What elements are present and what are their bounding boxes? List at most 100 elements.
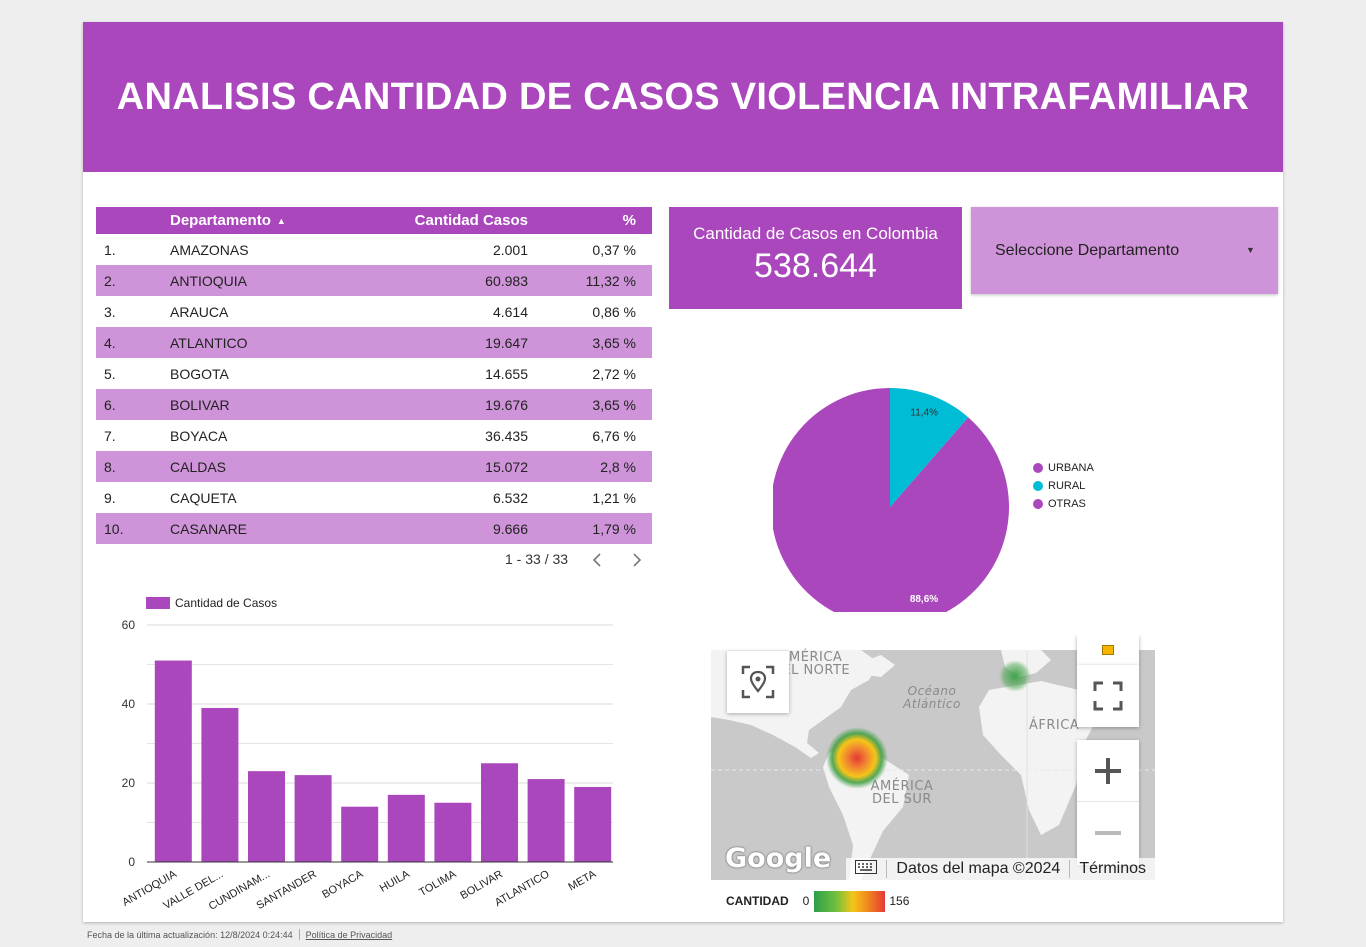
pie-legend: URBANA RURAL OTRAS — [1033, 459, 1094, 513]
row-percent: 0,37 % — [592, 241, 636, 258]
row-index: 2. — [104, 272, 116, 289]
pie-legend-item[interactable]: OTRAS — [1033, 495, 1094, 513]
bar-legend-label: Cantidad de Casos — [175, 596, 277, 610]
bar[interactable] — [387, 794, 425, 862]
minus-icon — [1095, 831, 1121, 835]
row-departamento: ATLANTICO — [170, 334, 248, 351]
pie-legend-item[interactable]: URBANA — [1033, 459, 1094, 477]
bar[interactable] — [527, 779, 565, 862]
row-index: 5. — [104, 365, 116, 382]
pagination-range: 1 - 33 / 33 — [505, 551, 569, 567]
heatmap-legend-max: 156 — [889, 894, 910, 908]
table-pagination: 1 - 33 / 33 — [96, 550, 652, 570]
y-tick-label: 60 — [122, 618, 136, 632]
row-cantidad: 15.072 — [485, 458, 528, 475]
report-canvas: ANALISIS CANTIDAD DE CASOS VIOLENCIA INT… — [83, 22, 1283, 922]
table-row[interactable]: 1. AMAZONAS 2.001 0,37 % — [96, 234, 652, 265]
keyboard-shortcuts-icon[interactable] — [846, 859, 886, 879]
zoom-controls — [1077, 740, 1139, 865]
x-tick-label: HUILA — [378, 868, 413, 895]
last-updated-text: Fecha de la última actualización: 12/8/2… — [87, 929, 293, 940]
map-attribution: Datos del mapa ©2024 — [886, 860, 1069, 878]
row-departamento: ANTIOQUIA — [170, 272, 248, 289]
scorecard-label: Cantidad de Casos en Colombia — [693, 224, 938, 243]
bar[interactable] — [434, 802, 472, 862]
row-cantidad: 14.655 — [485, 365, 528, 382]
table-row[interactable]: 8. CALDAS 15.072 2,8 % — [96, 451, 652, 482]
privacy-policy-link[interactable]: Política de Privacidad — [305, 929, 393, 940]
bar[interactable] — [154, 660, 192, 862]
bar[interactable] — [294, 775, 332, 862]
bar[interactable] — [574, 786, 612, 862]
column-label: Departamento — [170, 212, 271, 229]
caret-down-icon: ▼ — [1246, 245, 1255, 255]
zoom-in-button[interactable] — [1077, 740, 1139, 802]
location-icon — [741, 665, 775, 699]
table-row[interactable]: 2. ANTIOQUIA 60.983 11,32 % — [96, 265, 652, 296]
pegman-icon — [1102, 645, 1114, 655]
pie-slice-urbana[interactable] — [773, 388, 1009, 612]
bar[interactable] — [481, 763, 518, 862]
row-index: 3. — [104, 303, 116, 320]
row-cantidad: 19.676 — [485, 396, 528, 413]
map-footer: Datos del mapa ©2024 Términos — [846, 858, 1155, 880]
row-cantidad: 6.532 — [492, 489, 528, 506]
row-departamento: AMAZONAS — [170, 241, 249, 258]
heatmap-gradient — [814, 890, 886, 912]
x-tick-label: META — [566, 868, 598, 894]
fullscreen-button[interactable] — [1077, 665, 1139, 727]
table-row[interactable]: 9. CAQUETA 6.532 1,21 % — [96, 482, 652, 513]
previous-page-icon[interactable] — [588, 550, 608, 570]
column-header-percent[interactable]: % — [622, 212, 636, 229]
row-index: 6. — [104, 396, 116, 413]
pie-legend-item[interactable]: RURAL — [1033, 477, 1094, 495]
row-percent: 3,65 % — [592, 396, 636, 413]
next-page-icon[interactable] — [626, 550, 646, 570]
bar[interactable] — [341, 806, 379, 862]
table-row[interactable]: 5. BOGOTA 14.655 2,72 % — [96, 358, 652, 389]
row-percent: 3,65 % — [592, 334, 636, 351]
row-departamento: BOLIVAR — [170, 396, 230, 413]
pie-data-label: 11,4% — [910, 408, 938, 419]
table-row[interactable]: 4. ATLANTICO 19.647 3,65 % — [96, 327, 652, 358]
pegman-button[interactable] — [1077, 635, 1139, 665]
row-departamento: CAQUETA — [170, 489, 237, 506]
heatmap-legend-title: CANTIDAD — [726, 894, 789, 908]
heatmap-legend: CANTIDAD 0 156 — [726, 890, 909, 912]
row-cantidad: 19.647 — [485, 334, 528, 351]
pie-chart: 88,6% 11,4% — [773, 388, 1009, 612]
dropdown-label: Seleccione Departamento — [995, 242, 1180, 259]
heat-map[interactable]: AMÉRICA DEL NORTE Océano Atlántico ÁFRIC… — [711, 635, 1155, 880]
bar[interactable] — [248, 771, 285, 862]
department-dropdown[interactable]: Seleccione Departamento ▼ — [971, 207, 1278, 294]
y-tick-label: 20 — [122, 776, 136, 790]
column-header-cantidad[interactable]: Cantidad Casos — [414, 212, 528, 229]
row-cantidad: 36.435 — [485, 427, 528, 444]
sort-ascending-icon: ▲ — [276, 215, 286, 226]
row-percent: 2,8 % — [600, 458, 636, 475]
bar[interactable] — [201, 707, 239, 862]
google-logo: Google — [725, 843, 832, 874]
map-terms-link[interactable]: Términos — [1069, 860, 1155, 878]
y-tick-label: 40 — [122, 697, 136, 711]
zoom-out-button[interactable] — [1077, 802, 1139, 864]
department-table: Departamento ▲ Cantidad Casos % 1. AMAZON… — [96, 207, 652, 544]
row-departamento: ARAUCA — [170, 303, 229, 320]
column-header-departamento[interactable]: Departamento ▲ — [170, 212, 370, 229]
table-body: 1. AMAZONAS 2.001 0,37 % 2. ANTIOQUIA 60.983 11… — [96, 234, 652, 544]
table-row[interactable]: 3. ARAUCA 4.614 0,86 % — [96, 296, 652, 327]
row-percent: 0,86 % — [592, 303, 636, 320]
plus-icon — [1095, 757, 1121, 784]
pie-slice-rural[interactable] — [890, 388, 969, 507]
row-cantidad: 2.001 — [492, 241, 528, 258]
locate-button[interactable] — [727, 651, 789, 713]
page-footer: Fecha de la última actualización: 12/8/2… — [87, 929, 392, 940]
row-percent: 6,76 % — [592, 427, 636, 444]
table-row[interactable]: 7. BOYACA 36.435 6,76 % — [96, 420, 652, 451]
map-label-atlantic: Océano Atlántico — [903, 684, 961, 711]
scorecard-value: 538.644 — [754, 247, 877, 285]
table-row[interactable]: 6. BOLIVAR 19.676 3,65 % — [96, 389, 652, 420]
row-departamento: CALDAS — [170, 458, 227, 475]
heatmap-legend-min: 0 — [802, 894, 810, 908]
table-row[interactable]: 10. CASANARE 9.666 1,79 % — [96, 513, 652, 544]
